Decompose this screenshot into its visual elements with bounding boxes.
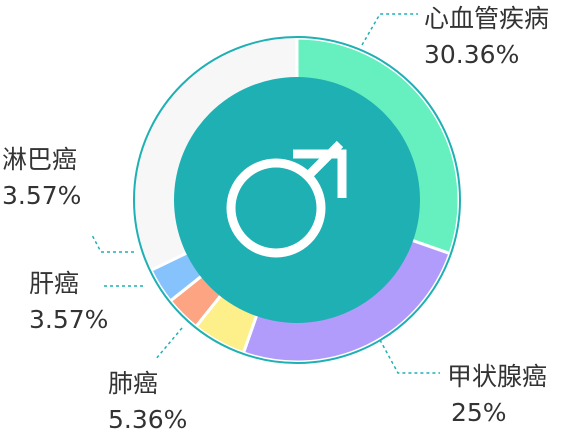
leader-line-lymph — [91, 234, 134, 253]
leader-line-thyroid — [379, 339, 440, 374]
slice-label-lymph-name: 淋巴癌 — [2, 145, 77, 174]
slice-label-lymph-pct: 3.57% — [2, 181, 81, 210]
slice-label-cardio-pct: 30.36% — [424, 40, 519, 69]
leader-line-lung — [154, 327, 183, 361]
center-circle — [174, 77, 420, 323]
leader-line-cardio — [361, 13, 418, 46]
slice-label-cardio-name: 心血管疾病 — [424, 4, 549, 33]
slice-label-thyroid-name: 甲状腺癌 — [447, 362, 547, 391]
male-symbol-icon — [226, 140, 347, 258]
outer-ring — [133, 36, 461, 364]
slice-label-liver-pct: 3.57% — [29, 305, 108, 334]
slice-label-lung-name: 肺癌 — [108, 369, 158, 398]
slice-label-thyroid-pct: 25% — [451, 398, 507, 427]
slice-label-lung-pct: 5.36% — [108, 405, 187, 432]
slice-label-liver-name: 肝癌 — [29, 269, 79, 298]
